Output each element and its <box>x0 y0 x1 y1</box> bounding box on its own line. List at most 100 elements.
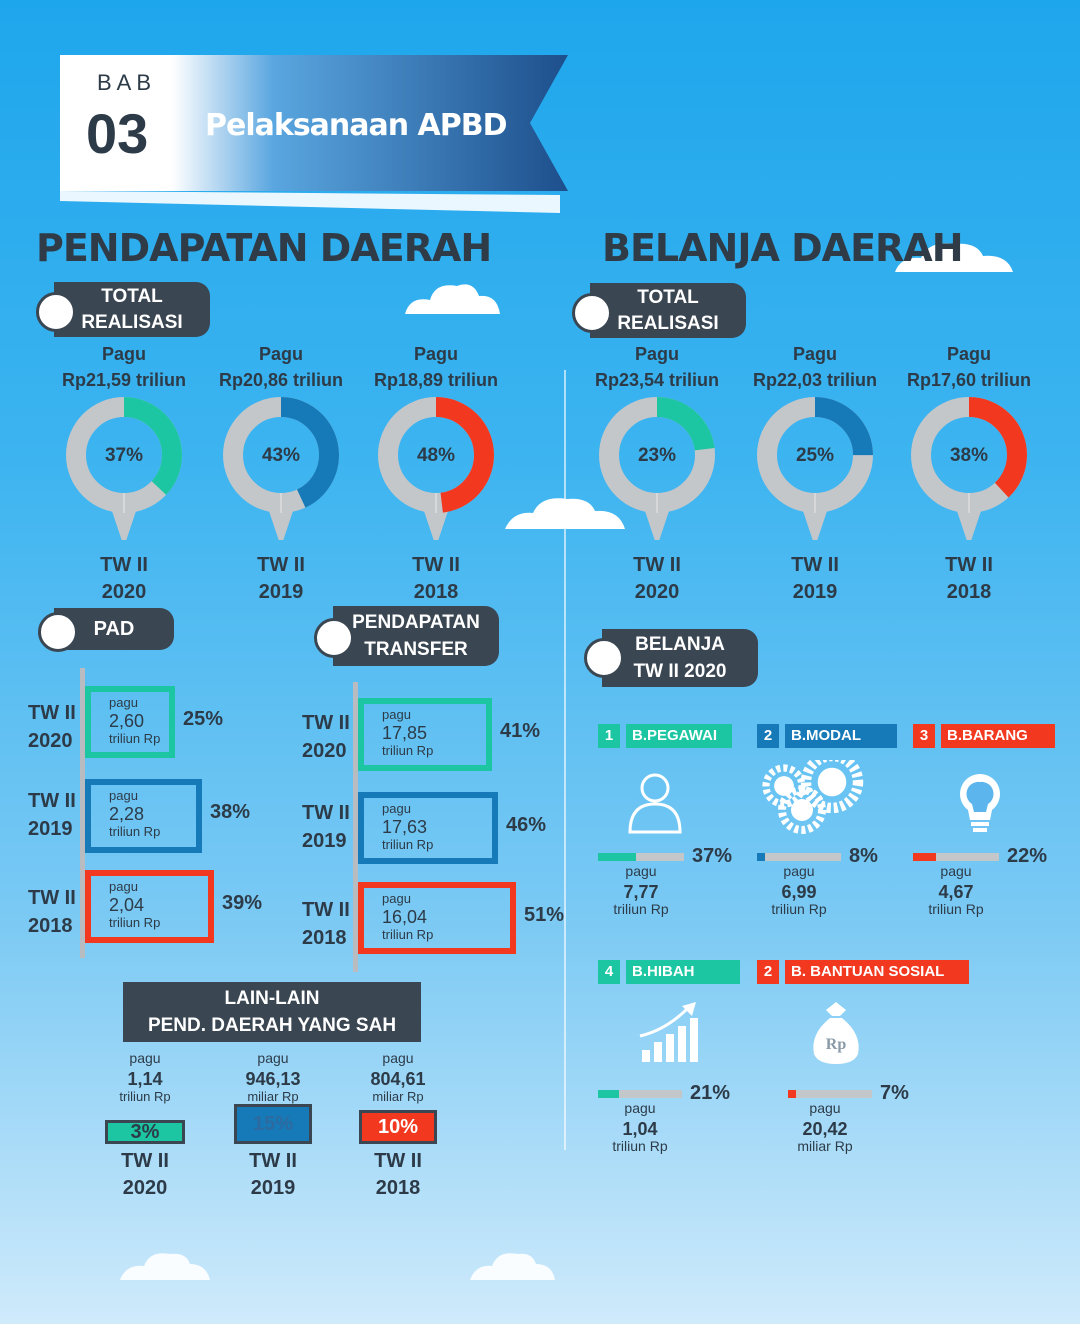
donut-chart <box>378 397 494 540</box>
lain-percent: 3% <box>130 1121 160 1143</box>
row-tw: TW II <box>302 712 350 734</box>
icon-shape <box>800 760 864 814</box>
pagu-label: Pagu <box>258 344 303 364</box>
lain-percent-box: 3% <box>105 1120 185 1144</box>
donut-item: Pagu Rp17,60 triliun 38% TW II 2018 <box>894 345 1044 615</box>
progress-track <box>598 853 684 861</box>
gears-icon <box>762 760 864 834</box>
row-tw: TW II <box>302 899 350 921</box>
pagu-label: pagu <box>109 788 138 803</box>
pagu-label: pagu <box>257 1050 289 1066</box>
row-percent: 38% <box>210 801 251 823</box>
icon-shape <box>971 822 989 826</box>
donut-tw: TW II <box>945 554 993 576</box>
pagu-unit: miliar Rp <box>372 1089 424 1104</box>
pagu-value: Rp17,60 triliun <box>906 370 1032 390</box>
icon-shape <box>682 1002 696 1016</box>
pagu-label: pagu <box>382 801 411 816</box>
donut-segment <box>223 397 339 513</box>
donut-year: 2020 <box>101 581 147 603</box>
pagu-unit: triliun Rp <box>109 824 161 839</box>
lain-tw: TW II <box>121 1150 169 1172</box>
pagu-amount: 20,42 <box>802 1119 848 1139</box>
donut-year: 2020 <box>634 581 680 603</box>
donut-segment <box>757 397 873 513</box>
donut-item: Pagu Rp21,59 triliun 37% TW II 2020 <box>49 345 199 615</box>
icon-shape <box>778 786 826 834</box>
pagu-amount: 17,85 <box>382 723 428 743</box>
pagu-label: pagu <box>109 695 138 710</box>
pendapatan-title: PENDAPATAN DAERAH <box>36 226 492 270</box>
icon-shape <box>639 1006 690 1038</box>
lain-year: 2020 <box>122 1177 168 1199</box>
page-title: Pelaksanaan APBD <box>205 108 508 143</box>
pagu-label: pagu <box>625 863 657 879</box>
lain-item: pagu 1,14 triliun Rp 3% TW II 2020 <box>75 1048 215 1199</box>
donut-percent: 37% <box>104 445 144 466</box>
row-percent: 25% <box>183 708 224 730</box>
donut-tw: TW II <box>100 554 148 576</box>
pagu-amount: 1,04 <box>622 1119 658 1139</box>
donut-chart <box>66 397 182 540</box>
pagu-label: pagu <box>783 863 815 879</box>
row-percent: 41% <box>500 720 541 742</box>
lain-tw: TW II <box>249 1150 297 1172</box>
pagu-unit: triliun Rp <box>613 901 669 917</box>
donut-percent: 38% <box>949 445 989 466</box>
progress-track <box>913 853 999 861</box>
pagu-unit: triliun Rp <box>928 901 984 917</box>
belanja-title: BELANJA DAERAH <box>602 226 964 270</box>
donut-percent: 25% <box>795 445 835 466</box>
progress-track <box>598 1090 682 1098</box>
category-label: B.HIBAH <box>626 960 740 984</box>
pagu-label: pagu <box>382 1050 414 1066</box>
pagu-unit: triliun Rp <box>382 927 434 942</box>
pagu-label: pagu <box>940 863 972 879</box>
category-label: B.PEGAWAI <box>626 724 732 748</box>
row-year: 2019 <box>28 818 73 840</box>
category-percent: 37% <box>692 845 733 867</box>
donut-chart <box>757 397 873 540</box>
row-tw: TW II <box>28 887 76 909</box>
pagu-amount: 6,99 <box>781 882 817 902</box>
row-tw: TW II <box>302 802 350 824</box>
pendapatan-total-label: TOTAL REALISASI <box>54 282 210 337</box>
icon-shape <box>678 1026 686 1062</box>
bullet-dot <box>572 293 612 333</box>
pad-axis <box>80 668 85 958</box>
category-label: B.BARANG <box>941 724 1055 748</box>
pagu-amount: 4,67 <box>938 882 974 902</box>
donut-percent: 43% <box>261 445 301 466</box>
progress-fill <box>598 1090 620 1098</box>
pagu-amount: 17,63 <box>382 817 428 837</box>
row-tw: TW II <box>28 702 76 724</box>
lain-percent-box: 10% <box>359 1110 437 1144</box>
donut-year: 2018 <box>413 581 459 603</box>
donut-segment <box>911 397 1027 513</box>
donut-chart <box>223 397 339 540</box>
realisasi-box: pagu 2,28 triliun Rp <box>85 779 202 853</box>
category-percent: 22% <box>1007 845 1048 867</box>
bab-label: BAB <box>97 70 157 95</box>
lain-year: 2019 <box>250 1177 296 1199</box>
person-icon <box>628 773 682 834</box>
icon-shape <box>640 773 670 803</box>
icon-shape <box>813 1018 859 1064</box>
realisasi-box: pagu 16,04 triliun Rp <box>358 882 516 954</box>
row-percent: 51% <box>524 904 565 926</box>
lightbulb-icon <box>960 774 1000 832</box>
belanja-tw-label: BELANJA TW II 2020 <box>602 629 758 687</box>
donut-pointer <box>267 505 295 540</box>
donut-pointer <box>801 505 829 540</box>
cloud-decoration <box>405 284 500 314</box>
pagu-label: Pagu <box>792 344 837 364</box>
donut-segment <box>66 397 182 513</box>
pagu-amount: 1,14 <box>127 1069 163 1089</box>
donut-segment <box>378 397 494 513</box>
bullet-dot <box>36 292 76 332</box>
category-label: B. BANTUAN SOSIAL <box>785 960 969 984</box>
header-banner <box>60 55 568 213</box>
cloud-decoration <box>120 1253 210 1280</box>
donut-percent: 23% <box>637 445 677 466</box>
row-tw: TW II <box>28 790 76 812</box>
